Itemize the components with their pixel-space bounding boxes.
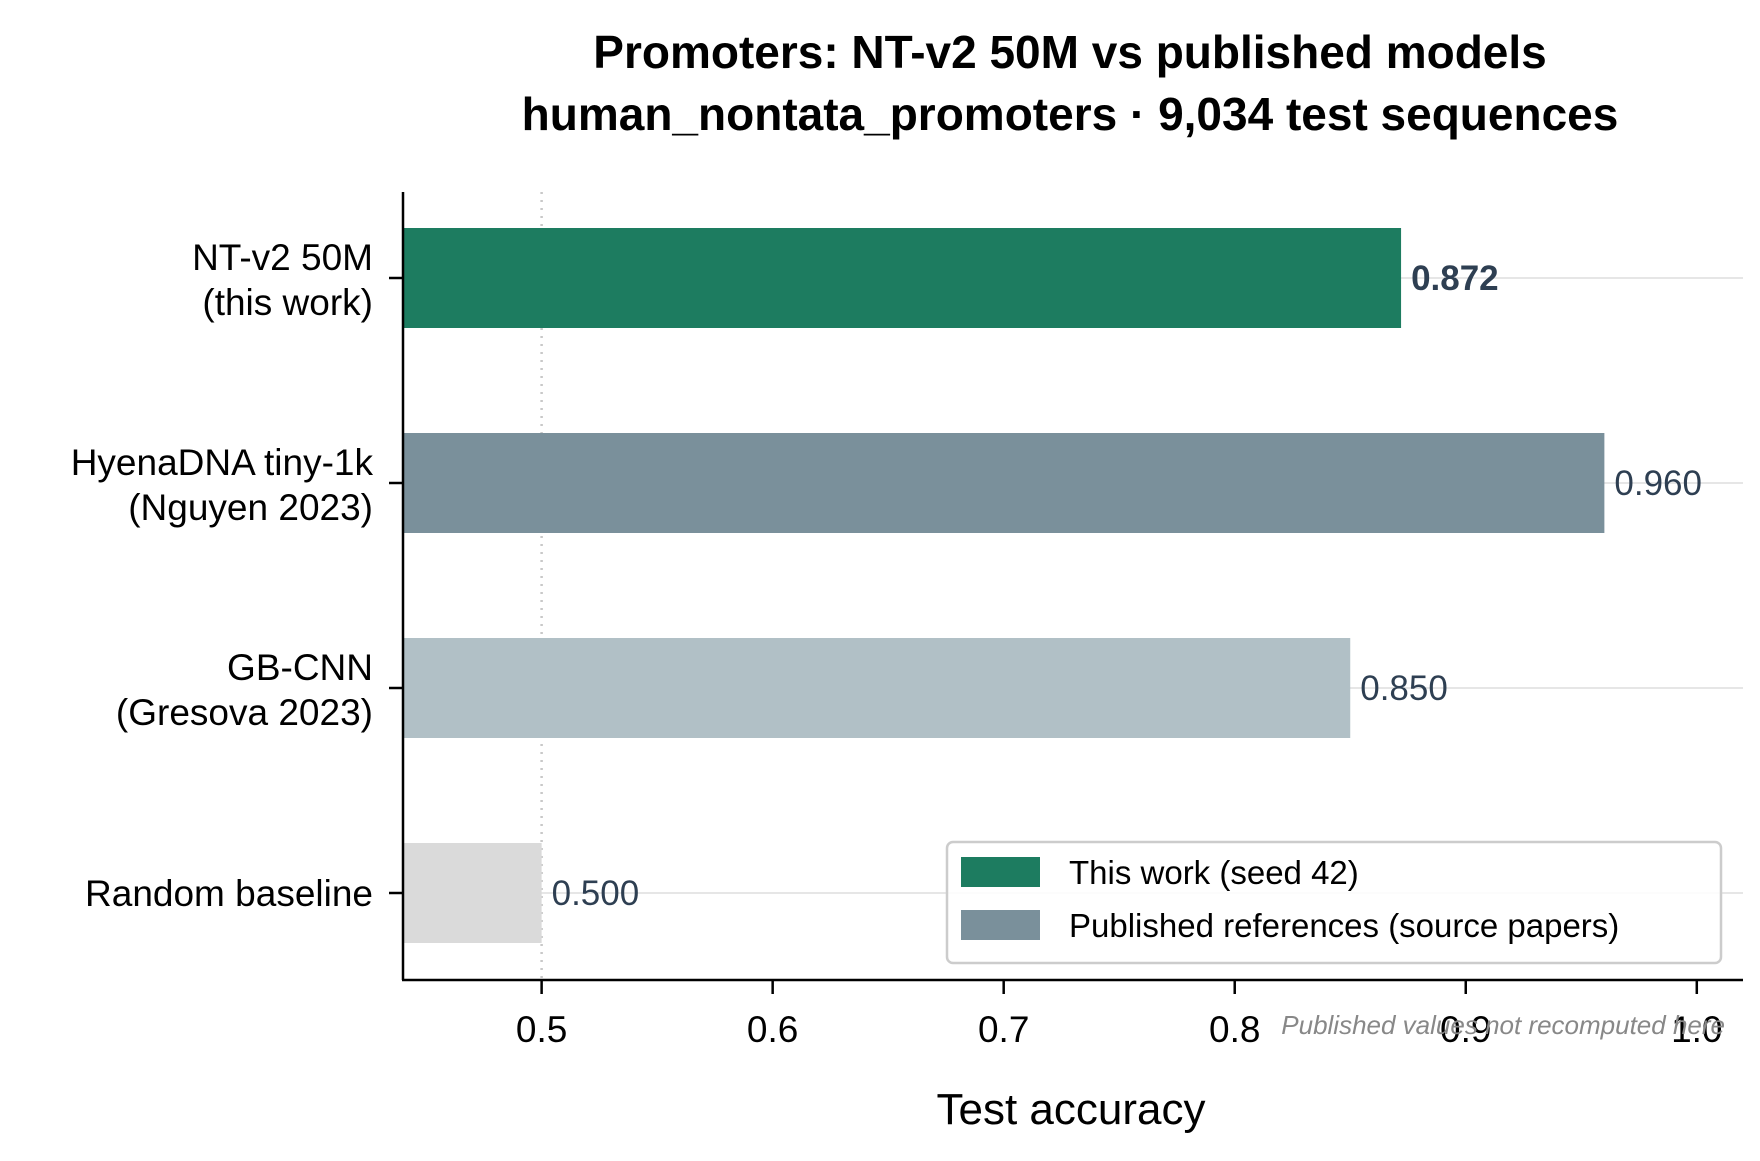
x-tick-label: 0.9 — [1440, 1009, 1491, 1050]
x-ticks: 0.5 0.6 0.7 0.8 0.9 1.0 — [516, 980, 1723, 1050]
value-label: 0.500 — [552, 874, 640, 913]
value-label: 0.872 — [1411, 259, 1499, 298]
y-tick-label: (this work) — [202, 282, 373, 323]
bars — [404, 228, 1605, 943]
legend-swatch-this-work — [961, 857, 1040, 887]
y-tick-label: NT-v2 50M — [192, 237, 373, 278]
bar-hyenadna-tiny-1k — [404, 433, 1605, 533]
y-ticks: NT-v2 50M(this work) HyenaDNA tiny-1k(Ngu… — [71, 237, 403, 914]
legend-label-this-work: This work (seed 42) — [1069, 854, 1359, 891]
legend-label-published: Published references (source papers) — [1069, 907, 1619, 944]
y-tick-label: (Gresova 2023) — [116, 692, 373, 733]
value-label: 0.850 — [1360, 669, 1448, 708]
value-labels: 0.872 0.960 0.850 0.500 — [552, 259, 1702, 913]
x-tick-label: 1.0 — [1671, 1009, 1722, 1050]
chart-subtitle: human_nontata_promoters · 9,034 test seq… — [522, 88, 1619, 140]
bar-gb-cnn — [404, 638, 1351, 738]
y-tick-label: GB-CNN — [227, 647, 373, 688]
legend-swatch-published — [961, 910, 1040, 940]
chart-title: Promoters: NT-v2 50M vs published models — [593, 26, 1546, 78]
footnote: Published values not recomputed here — [1281, 1010, 1725, 1040]
bar-nt-v2-50m — [404, 228, 1402, 328]
value-label: 0.960 — [1614, 464, 1702, 503]
x-tick-label: 0.5 — [516, 1009, 567, 1050]
x-tick-label: 0.7 — [978, 1009, 1029, 1050]
x-tick-label: 0.6 — [747, 1009, 798, 1050]
x-tick-label: 0.8 — [1209, 1009, 1260, 1050]
legend: This work (seed 42) Published references… — [945, 840, 1723, 965]
bar-random-baseline — [404, 843, 542, 943]
y-tick-label: (Nguyen 2023) — [128, 487, 373, 528]
gridlines — [403, 277, 1743, 894]
y-tick-label: Random baseline — [85, 873, 373, 914]
legend-box — [945, 840, 1723, 965]
y-tick-label: HyenaDNA tiny-1k — [71, 442, 374, 483]
x-axis-label: Test accuracy — [937, 1085, 1206, 1134]
